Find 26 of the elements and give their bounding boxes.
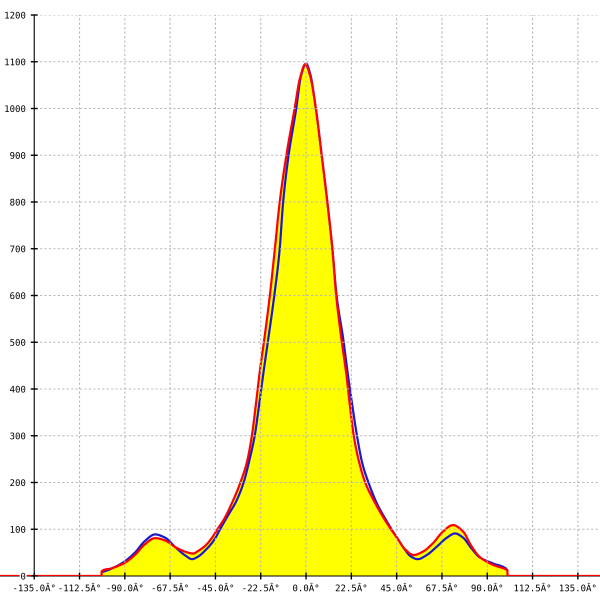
y-tick-label: 1000 [5, 105, 26, 112]
y-tick-label: 200 [10, 479, 26, 486]
x-tick-label: -22.5Â° [243, 582, 278, 592]
x-tick-label: 112.5Â° [514, 582, 550, 592]
y-tick-label: 900 [10, 152, 26, 159]
y-tick-label: 400 [10, 386, 26, 393]
x-tick-label: -112.5Â° [59, 582, 100, 592]
y-tick-label: 100 [10, 526, 26, 533]
x-tick-label: 135.0Â° [560, 582, 596, 592]
x-tick-label: 0.0Â° [293, 582, 318, 592]
y-tick-label: 500 [10, 339, 26, 346]
y-tick-label: 0 [21, 572, 26, 580]
y-tick-label: 600 [10, 292, 26, 300]
x-tick-label: -90.0Â° [107, 582, 143, 592]
y-tick-label: 800 [10, 198, 26, 206]
y-tick-label: 700 [10, 246, 26, 252]
x-tick-label: -45.0Â° [198, 582, 234, 592]
x-tick-label: 90.0Â° [472, 582, 502, 592]
y-tick-label: 1200 [5, 12, 26, 19]
x-tick-label: 67.5Â° [426, 582, 457, 592]
x-tick-label: 22.5Â° [336, 582, 366, 592]
x-tick-label: -67.5Â° [152, 582, 188, 592]
y-tick-label: 300 [10, 432, 26, 440]
y-tick-label: 1100 [5, 58, 26, 66]
x-tick-label: 45.0Â° [380, 582, 412, 592]
x-tick-label: -135.0Â° [14, 582, 55, 592]
